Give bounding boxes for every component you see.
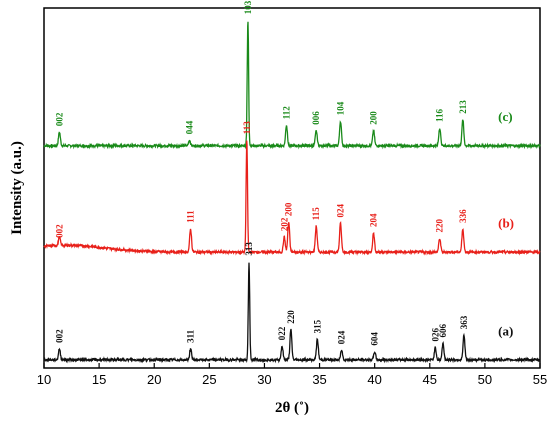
peak-label: 103 [243, 0, 253, 14]
peak-label: 111 [186, 210, 196, 223]
peak-label: 026 [430, 328, 440, 342]
peak-label: 315 [312, 319, 322, 333]
peak-label: 112 [282, 106, 292, 120]
y-axis-label: Intensity (a.u.) [9, 141, 25, 235]
x-tick-label: 15 [92, 372, 106, 387]
x-tick-label: 35 [312, 372, 326, 387]
series-line [43, 262, 541, 364]
series-line [43, 21, 541, 150]
x-tick-label: 55 [533, 372, 547, 387]
peak-label: 113 [242, 121, 252, 135]
x-tick-label: 50 [478, 372, 492, 387]
series-layer: 002 044 103 112 006 104 200 116 213 (c) 002 111 113 2… [43, 0, 541, 364]
peak-label: 202 [279, 217, 289, 231]
peak-label: 200 [284, 202, 294, 216]
peak-label: 002 [54, 329, 64, 343]
peak-label: 606 [438, 324, 448, 338]
plot-frame [43, 7, 541, 369]
peak-label: 002 [54, 224, 64, 238]
peak-label: 200 [369, 111, 379, 125]
peak-label: 115 [311, 207, 321, 221]
x-tick-label: 40 [367, 372, 381, 387]
x-tick-label: 45 [423, 372, 437, 387]
peak-label: 336 [458, 209, 468, 223]
peak-label: 022 [277, 326, 287, 340]
peak-label: 363 [459, 315, 469, 329]
peak-label: 024 [336, 204, 346, 218]
peak-label: 104 [336, 101, 346, 115]
series-tag: (c) [498, 109, 512, 124]
peak-label: 220 [286, 310, 296, 324]
x-tick-label: 10 [37, 372, 51, 387]
peak-label: 604 [370, 332, 380, 346]
x-axis-ticks: 10 15 20 25 30 35 40 45 50 55 [37, 363, 547, 387]
x-axis-label: 2θ (˚) [275, 400, 309, 416]
peak-label: 311 [186, 329, 196, 343]
peak-label: 044 [185, 120, 195, 134]
peak-label: 213 [458, 100, 468, 114]
peak-label: 116 [435, 108, 445, 122]
peak-label: 002 [54, 112, 64, 126]
x-tick-label: 20 [147, 372, 161, 387]
peak-label: 220 [435, 219, 445, 233]
peak-label: 204 [369, 213, 379, 227]
x-tick-label: 25 [202, 372, 216, 387]
series-tag: (a) [498, 323, 513, 338]
peak-label: 024 [337, 330, 347, 344]
series-tag: (b) [498, 216, 514, 231]
peak-label: 313 [244, 242, 254, 256]
series-line [43, 140, 541, 256]
x-tick-label: 30 [257, 372, 271, 387]
peak-label: 006 [311, 111, 321, 125]
series-0: 002 044 103 112 006 104 200 116 213 (c) [43, 0, 541, 150]
